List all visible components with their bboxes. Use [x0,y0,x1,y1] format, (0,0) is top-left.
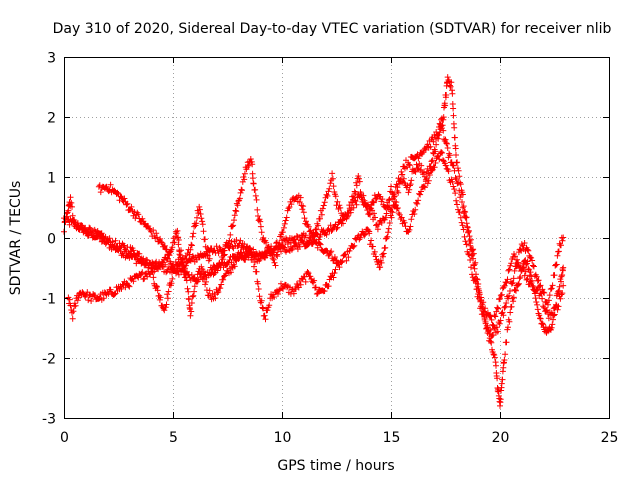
x-tick-label: 0 [60,430,69,446]
series-track-6 [340,149,567,329]
x-tick-label: 10 [274,430,292,446]
x-tick-label: 25 [601,430,619,446]
x-axis-label: GPS time / hours [277,458,394,474]
y-tick-label: -3 [42,412,56,428]
axis-ticks: 0 5 10 15 20 25 -3 -2 -1 0 1 2 3 [42,51,618,447]
y-tick-label: -2 [42,352,56,368]
plot-frame [64,57,610,419]
data-points [61,74,567,409]
x-tick-label: 15 [383,430,401,446]
data-marker-track [366,122,567,340]
y-tick-label: 3 [47,51,56,67]
y-tick-label: 1 [47,171,56,187]
chart-title: Day 310 of 2020, Sidereal Day-to-day VTE… [53,21,612,37]
x-tick-label: 20 [492,430,510,446]
data-marker-track [340,149,567,329]
y-axis-label: SDTVAR / TECUs [8,181,24,296]
y-tick-label: 0 [47,232,56,248]
y-tick-label: -1 [42,292,56,308]
x-tick-label: 5 [169,430,178,446]
y-tick-label: 2 [47,111,56,127]
series-track-5 [366,122,567,340]
